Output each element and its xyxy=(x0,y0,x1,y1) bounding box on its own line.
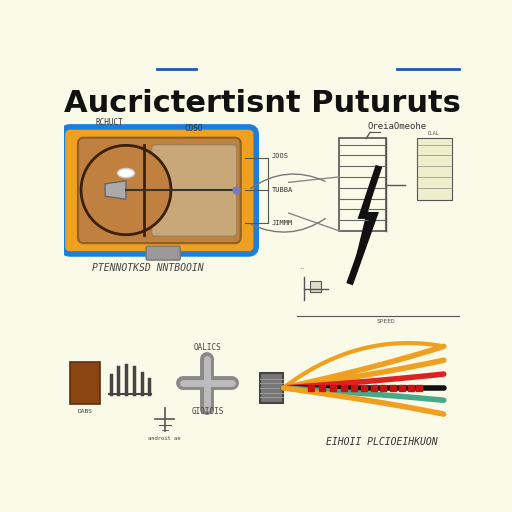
Bar xyxy=(339,138,386,231)
Text: RCHUCT: RCHUCT xyxy=(95,118,123,127)
Text: COSO: COSO xyxy=(185,124,203,133)
Text: EIHOII PLCIOEIHKUON: EIHOII PLCIOEIHKUON xyxy=(326,437,438,447)
Circle shape xyxy=(81,145,171,234)
Text: SPEED: SPEED xyxy=(376,319,395,324)
Text: JOOS: JOOS xyxy=(272,153,289,159)
FancyBboxPatch shape xyxy=(78,138,241,243)
Text: Aucrictertisnt Puturuts: Aucrictertisnt Puturuts xyxy=(64,89,461,118)
Polygon shape xyxy=(351,169,378,281)
Text: GIOIOIS: GIOIOIS xyxy=(191,407,224,416)
Text: androit ae: androit ae xyxy=(148,436,181,441)
Text: JIMMM: JIMMM xyxy=(272,220,293,226)
Text: ...: ... xyxy=(300,265,305,270)
Text: DABS: DABS xyxy=(77,409,93,414)
FancyBboxPatch shape xyxy=(152,144,237,236)
Polygon shape xyxy=(105,181,126,199)
Text: OreiaOmeohe: OreiaOmeohe xyxy=(368,122,427,131)
Text: DLAL: DLAL xyxy=(428,132,439,136)
Bar xyxy=(260,373,283,402)
FancyBboxPatch shape xyxy=(62,127,256,254)
Text: TUBBA: TUBBA xyxy=(272,187,293,193)
Bar xyxy=(417,138,452,200)
Text: OALICS: OALICS xyxy=(194,343,221,352)
Bar xyxy=(310,281,322,292)
Bar xyxy=(70,362,100,404)
FancyBboxPatch shape xyxy=(146,246,180,260)
Ellipse shape xyxy=(117,168,135,178)
Text: PTENNOTKSD NNTBOOIN: PTENNOTKSD NNTBOOIN xyxy=(92,263,203,273)
